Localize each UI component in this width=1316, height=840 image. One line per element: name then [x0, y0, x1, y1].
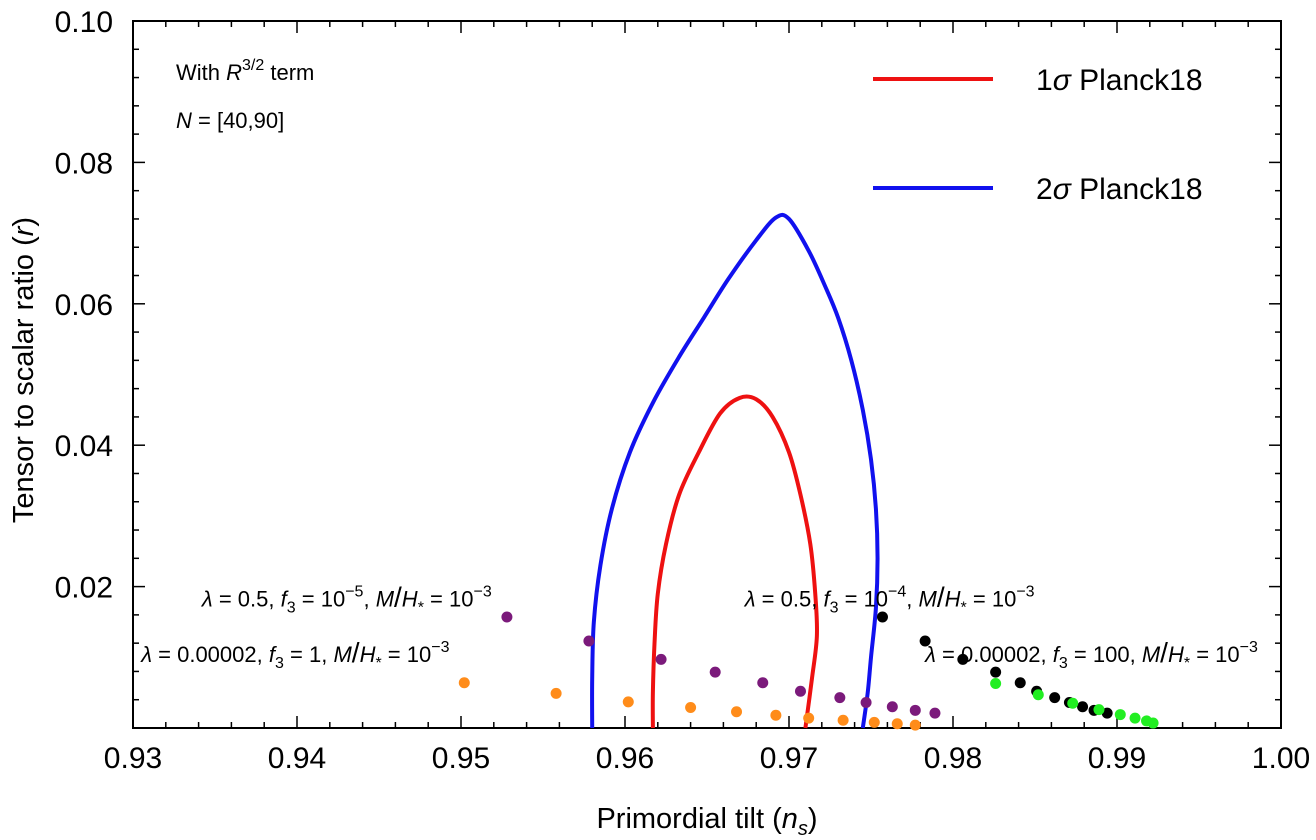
data-point [655, 653, 667, 665]
data-point [919, 635, 931, 647]
data-point [622, 696, 634, 708]
data-point [583, 635, 595, 647]
x-tick-label: 0.98 [924, 742, 982, 775]
legend: 1σ Planck18 2σ Planck18 [873, 64, 1203, 206]
data-point [1101, 707, 1113, 719]
data-point [709, 666, 721, 678]
data-point [794, 685, 806, 697]
data-point [550, 687, 562, 699]
x-tick-label: 0.96 [596, 742, 654, 775]
x-tick-label: 1.00 [1252, 742, 1310, 775]
data-point [990, 666, 1002, 678]
data-point [1114, 709, 1126, 721]
data-point [1129, 712, 1141, 724]
data-point [757, 677, 769, 689]
y-tick-label: 0.10 [55, 6, 113, 39]
data-point [1014, 677, 1026, 689]
x-tick-label: 0.93 [104, 742, 162, 775]
contour-1sigma [650, 394, 820, 729]
y-tick-label: 0.02 [55, 572, 113, 605]
data-point [837, 714, 849, 726]
contour-2sigma [590, 212, 880, 729]
x-tick-label: 0.97 [760, 742, 818, 775]
data-point [834, 692, 846, 704]
y-tick-label: 0.04 [55, 430, 113, 463]
tick-labels: 0.93 0.94 0.95 0.96 0.97 0.98 0.99 1.00 0.02 0.04… [55, 6, 1311, 775]
y-axis-label: Tensor to scalar ratio (r) [8, 217, 40, 523]
data-point [909, 719, 921, 731]
legend-label-2sigma: 2σ Planck18 [1036, 173, 1203, 206]
x-axis-label: Primordial tilt (ns) [596, 803, 817, 840]
data-point [1032, 689, 1044, 701]
data-point [909, 704, 921, 716]
data-point [770, 709, 782, 721]
y-tick-label: 0.06 [55, 289, 113, 322]
data-point [990, 677, 1002, 689]
data-point [876, 611, 888, 623]
legend-label-1sigma: 1σ Planck18 [1036, 64, 1203, 97]
data-point [1093, 704, 1105, 716]
panel-text-line1: With R3/2 term [176, 57, 314, 85]
data-point [1077, 701, 1089, 713]
data-point [731, 706, 743, 718]
annotation-orange-series: λ = 0.00002, f3 = 1, M/H* = 10−3 [140, 637, 449, 672]
data-point [886, 701, 898, 713]
x-tick-label: 0.95 [432, 742, 490, 775]
data-point [868, 716, 880, 728]
data-point [891, 718, 903, 730]
y-tick-label: 0.08 [55, 147, 113, 180]
annotation-green-series: λ = 0.00002, f3 = 100, M/H* = 10−3 [924, 637, 1258, 672]
x-tick-label: 0.94 [268, 742, 326, 775]
data-point [860, 697, 872, 709]
data-point [1067, 697, 1079, 709]
data-point [501, 611, 513, 623]
contours [590, 212, 880, 729]
ticks [132, 20, 1282, 729]
data-point [1049, 692, 1061, 704]
data-point [1147, 717, 1159, 729]
annotation-purple-series: λ = 0.5, f3 = 10−5, M/H* = 10−3 [201, 581, 492, 616]
panel-text-line2: N = [40,90] [176, 108, 284, 133]
data-point [957, 653, 969, 665]
data-point [803, 712, 815, 724]
annotations: λ = 0.5, f3 = 10−5, M/H* = 10−3 λ = 0.00… [140, 581, 1258, 672]
data-point [458, 677, 470, 689]
data-point [685, 701, 697, 713]
plot-frame [132, 20, 1282, 729]
points [458, 611, 1159, 731]
data-point [929, 707, 941, 719]
annotation-black-series: λ = 0.5, f3 = 10−4, M/H* = 10−3 [744, 581, 1035, 616]
x-tick-label: 0.99 [1088, 742, 1146, 775]
